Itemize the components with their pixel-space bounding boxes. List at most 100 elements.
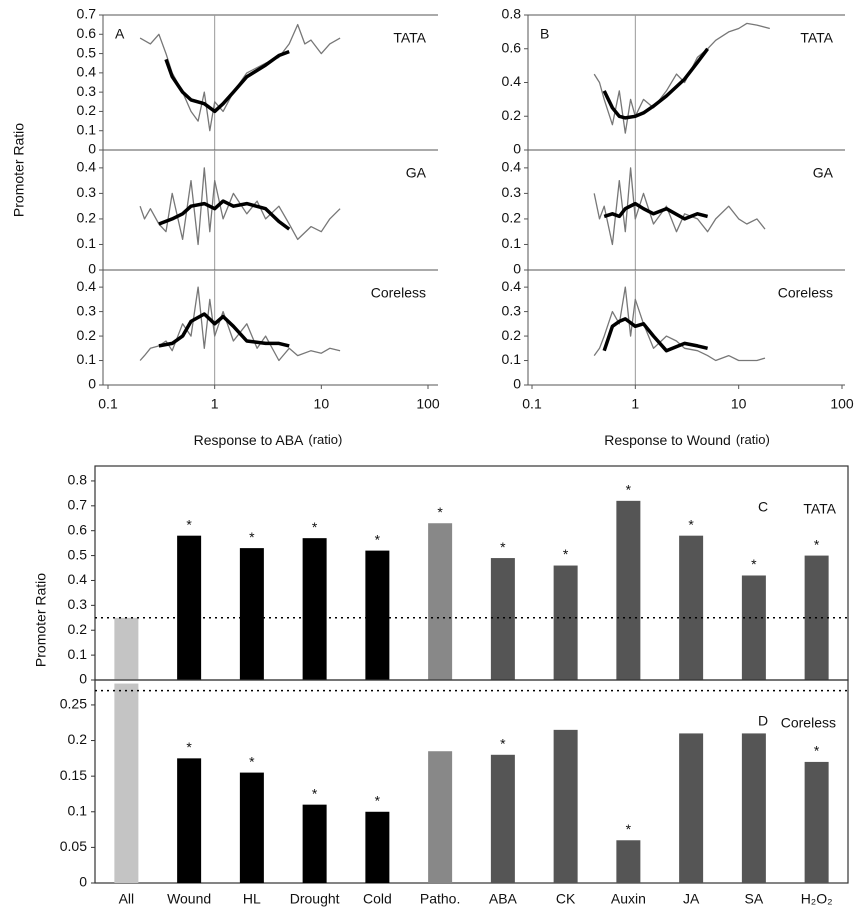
y-tick-label: 0.4 — [77, 159, 97, 175]
significance-marker: * — [688, 516, 694, 532]
x-tick-label: 100 — [830, 396, 854, 412]
bar — [428, 523, 453, 680]
series-line — [593, 22, 770, 134]
significance-marker: * — [312, 519, 318, 535]
series-line — [139, 23, 341, 132]
x-axis-label: Response to Wound (ratio) — [604, 432, 770, 448]
subplot-title: Coreless — [778, 285, 833, 301]
y-tick-label: 0.3 — [77, 302, 97, 318]
y-tick-label: 0.6 — [502, 39, 522, 55]
x-tick-label: JA — [683, 891, 700, 907]
y-tick-label: 0.3 — [502, 302, 522, 318]
x-tick-label: Drought — [290, 891, 340, 907]
y-tick-label: 0.8 — [68, 472, 88, 488]
y-tick-label: 0 — [513, 376, 521, 392]
x-tick-label: Cold — [363, 891, 392, 907]
y-tick-label: 0.2 — [502, 210, 522, 226]
bar — [302, 538, 327, 680]
bar — [616, 500, 641, 680]
y-tick-label: 0.15 — [60, 767, 87, 783]
x-axis-label: Response to ABA (ratio) — [194, 432, 343, 448]
significance-marker: * — [751, 556, 757, 572]
y-tick-label: 0.5 — [68, 546, 88, 562]
y-tick-label: 0.2 — [68, 621, 88, 637]
y-tick-label: 0 — [88, 141, 96, 157]
series-line — [602, 47, 710, 120]
bar — [741, 575, 766, 680]
y-tick-label: 0.4 — [68, 571, 88, 587]
bar — [177, 758, 202, 883]
significance-marker: * — [186, 739, 192, 755]
y-tick-label: 0.6 — [68, 521, 88, 537]
panel-frame — [94, 679, 849, 884]
panel-label: C — [758, 499, 768, 515]
x-tick-label: 0.1 — [522, 396, 542, 412]
series-line — [593, 286, 766, 362]
y-tick-label: 0.2 — [68, 731, 88, 747]
y-tick-label: 0.2 — [502, 327, 522, 343]
y-tick-label: 0.4 — [502, 278, 522, 294]
y-tick-label: 0.05 — [60, 838, 87, 854]
subplot-title: Coreless — [781, 715, 836, 731]
significance-marker: * — [626, 482, 632, 498]
bar — [741, 733, 766, 883]
significance-marker: * — [437, 504, 443, 520]
x-tick-label: H₂O₂ — [801, 891, 833, 907]
series-line — [603, 201, 709, 221]
bar — [302, 804, 327, 883]
bar — [365, 811, 390, 883]
x-tick-label: SA — [745, 891, 764, 907]
bar — [239, 548, 264, 680]
bar — [365, 550, 390, 680]
x-axis-label-unit: (ratio) — [736, 432, 770, 447]
x-tick-label: All — [119, 891, 135, 907]
y-tick-label: 0.4 — [77, 64, 97, 80]
bar — [114, 683, 139, 883]
significance-marker: * — [814, 536, 820, 552]
panel-frame — [94, 465, 849, 681]
bar — [679, 733, 704, 883]
y-tick-label: 0.25 — [60, 696, 87, 712]
significance-marker: * — [626, 821, 632, 837]
series-line — [158, 312, 290, 348]
significance-marker: * — [563, 546, 569, 562]
y-tick-label: 0.4 — [77, 278, 97, 294]
series-line — [139, 167, 341, 246]
panel-label: B — [540, 26, 549, 42]
y-axis-label: Promoter Ratio — [11, 123, 27, 217]
bar — [804, 761, 829, 883]
subplot-title: TATA — [803, 501, 836, 517]
x-tick-label: 0.1 — [98, 396, 118, 412]
y-tick-label: 0.1 — [502, 351, 522, 367]
subplot-title: TATA — [800, 30, 833, 46]
x-axis-label-text: Response to Wound — [604, 432, 731, 448]
significance-marker: * — [375, 792, 381, 808]
y-tick-label: 0 — [79, 671, 87, 687]
significance-marker: * — [249, 529, 255, 545]
y-tick-label: 0 — [88, 261, 96, 277]
subplot-title: Coreless — [371, 285, 426, 301]
x-tick-label: 100 — [416, 396, 440, 412]
x-tick-label: 1 — [211, 396, 219, 412]
y-tick-label: 0.7 — [77, 6, 97, 22]
significance-marker: * — [186, 516, 192, 532]
y-tick-label: 0 — [513, 141, 521, 157]
significance-marker: * — [814, 743, 820, 759]
y-tick-label: 0.1 — [502, 235, 522, 251]
series-line — [593, 167, 766, 246]
y-tick-label: 0.2 — [77, 102, 97, 118]
x-axis-label-unit: (ratio) — [308, 432, 342, 447]
y-tick-label: 0 — [88, 376, 96, 392]
x-tick-label: 1 — [631, 396, 639, 412]
y-tick-label: 0 — [513, 261, 521, 277]
bar — [553, 565, 578, 680]
y-tick-label: 0.8 — [502, 6, 522, 22]
significance-marker: * — [375, 531, 381, 547]
panel-label: A — [115, 26, 125, 42]
bar — [428, 751, 453, 883]
subplot-title: GA — [406, 165, 427, 181]
y-tick-label: 0.2 — [77, 210, 97, 226]
y-tick-label: 0.3 — [502, 184, 522, 200]
x-tick-label: CK — [556, 891, 576, 907]
